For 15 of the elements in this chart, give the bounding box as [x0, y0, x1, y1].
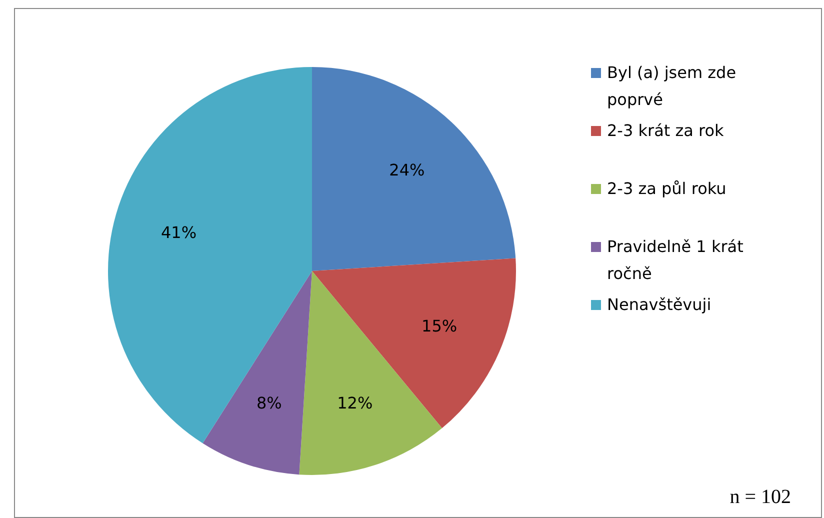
data-label: 12%: [337, 393, 373, 412]
legend-label: 2-3 za půl roku: [607, 178, 726, 200]
pie-slice: [108, 67, 312, 444]
data-label: 8%: [256, 393, 282, 412]
data-label: 41%: [161, 222, 197, 242]
legend-label: Byl (a) jsem zde poprvé: [607, 62, 738, 111]
text: n = 102: [730, 486, 791, 509]
legend-label: 2-3 krát za rok: [607, 120, 724, 142]
pie-slice: [202, 271, 312, 475]
legend-label: Pravidelně 1 krát ročně: [607, 236, 744, 285]
pie-slice: [312, 67, 516, 271]
data-label: 15%: [422, 316, 458, 336]
data-label: 24%: [389, 160, 425, 180]
pie-slice: [312, 258, 516, 428]
legend-label: Nenavštěvuji: [607, 294, 712, 316]
